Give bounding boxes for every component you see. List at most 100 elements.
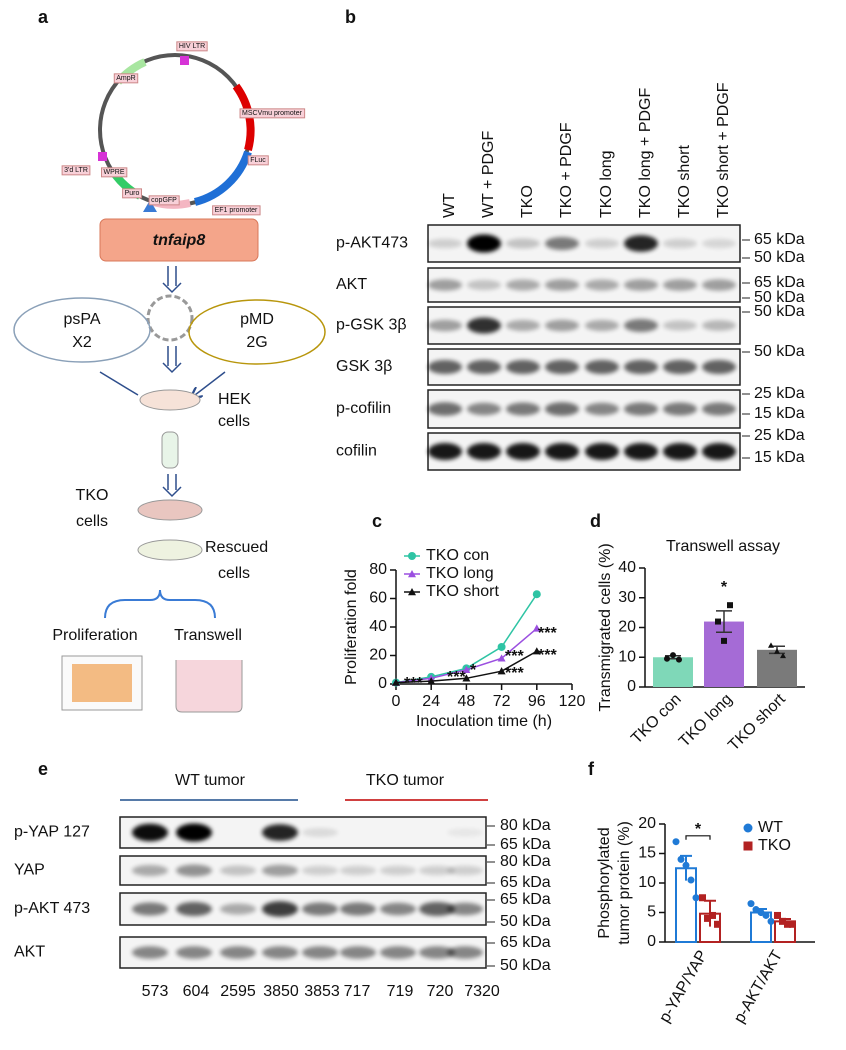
band xyxy=(380,865,416,876)
band xyxy=(702,402,736,416)
panel-label: f xyxy=(588,759,595,779)
band xyxy=(467,402,501,416)
plasmid-feature: EF1 promoter xyxy=(215,207,258,214)
row-label: p-AKT 473 xyxy=(14,900,90,917)
data-point xyxy=(672,838,680,846)
lane-label: TKO + PDGF xyxy=(558,122,575,218)
band xyxy=(340,946,376,959)
legend-label: TKO con xyxy=(426,547,489,564)
cell-label: HEK xyxy=(218,391,251,408)
lane-label: WT xyxy=(441,193,458,218)
y-tick-label: 10 xyxy=(618,648,636,665)
band xyxy=(663,238,697,249)
band xyxy=(585,360,619,374)
data-point xyxy=(692,894,700,902)
data-point xyxy=(779,917,786,925)
dish xyxy=(139,389,201,411)
band xyxy=(447,902,483,916)
band xyxy=(506,443,540,460)
group-label: WT tumor xyxy=(175,772,246,789)
y-tick-label: 40 xyxy=(618,559,636,576)
band xyxy=(545,402,579,416)
band xyxy=(624,319,658,332)
x-tick-label: 0 xyxy=(392,693,401,710)
band xyxy=(447,828,483,837)
band xyxy=(702,279,736,291)
data-point xyxy=(462,674,471,682)
band xyxy=(428,238,462,249)
band xyxy=(262,901,298,917)
plasmid-feature: AmpR xyxy=(116,75,135,82)
feature-box xyxy=(176,41,208,52)
x-axis-label: Inoculation time (h) xyxy=(416,713,552,730)
cell-label: cells xyxy=(218,565,250,582)
lane-label: WT + PDGF xyxy=(480,131,497,218)
plasmid-name: 2G xyxy=(246,334,267,351)
size-marker: 65 kDa xyxy=(500,934,551,951)
row-label: AKT xyxy=(336,276,367,293)
band xyxy=(428,279,462,291)
band xyxy=(545,279,579,291)
band xyxy=(447,946,483,959)
band xyxy=(428,443,462,460)
band xyxy=(624,360,658,374)
band xyxy=(132,865,168,876)
x-tick-label: p-YAP/YAP xyxy=(656,948,711,1026)
data-point xyxy=(497,642,506,651)
band xyxy=(380,902,416,916)
cell-label: cells xyxy=(218,413,250,430)
size-marker: 65 kDa xyxy=(500,891,551,908)
band xyxy=(663,443,697,460)
band xyxy=(506,360,540,374)
band xyxy=(545,237,579,250)
data-point xyxy=(774,648,780,654)
arrow xyxy=(162,474,182,498)
plasmid-feature: 3'd LTR xyxy=(64,167,88,174)
band xyxy=(467,360,501,374)
data-point xyxy=(767,917,775,925)
data-point xyxy=(462,665,471,673)
sample-id: 720 xyxy=(427,983,454,1000)
arrow xyxy=(162,346,182,374)
legend-marker xyxy=(743,841,753,851)
significance-bracket xyxy=(685,835,711,840)
row-label: p-cofilin xyxy=(336,400,391,417)
beaker xyxy=(175,660,243,713)
size-marker: 65 kDa xyxy=(500,836,551,853)
y-axis-label: tumor protein (%) xyxy=(616,821,633,945)
panel-label: d xyxy=(590,511,601,531)
data-point xyxy=(532,647,541,655)
y-tick-label: 20 xyxy=(638,815,656,832)
data-point xyxy=(427,677,436,685)
band xyxy=(585,238,619,249)
band xyxy=(585,279,619,291)
data-point xyxy=(768,642,774,648)
plasmid-feature: FLuc xyxy=(250,157,266,164)
panel-a-drawing xyxy=(13,53,326,713)
significance: *** xyxy=(404,675,423,692)
band xyxy=(545,319,579,332)
band xyxy=(302,946,338,959)
size-marker: 15 kDa xyxy=(754,449,805,466)
plasmid-feature: Puro xyxy=(125,190,140,197)
data-point xyxy=(677,855,685,863)
plasmid-site xyxy=(98,152,107,161)
band xyxy=(585,320,619,331)
band xyxy=(132,946,168,959)
band xyxy=(176,823,212,842)
x-tick-label: 24 xyxy=(422,693,440,710)
chart-title: Transwell assay xyxy=(666,538,780,555)
band xyxy=(702,238,736,249)
band xyxy=(624,402,658,416)
size-marker: 50 kDa xyxy=(754,249,805,266)
band xyxy=(545,360,579,374)
sample-id: 719 xyxy=(387,983,414,1000)
packaging-ellipse xyxy=(13,297,151,363)
cell-label: Rescued xyxy=(205,539,268,556)
size-marker: 65 kDa xyxy=(500,874,551,891)
significance: * xyxy=(721,579,728,596)
y-tick-label: 20 xyxy=(369,647,387,664)
panel-label: c xyxy=(372,511,382,531)
panel-label: a xyxy=(38,7,49,27)
data-point xyxy=(497,654,506,662)
